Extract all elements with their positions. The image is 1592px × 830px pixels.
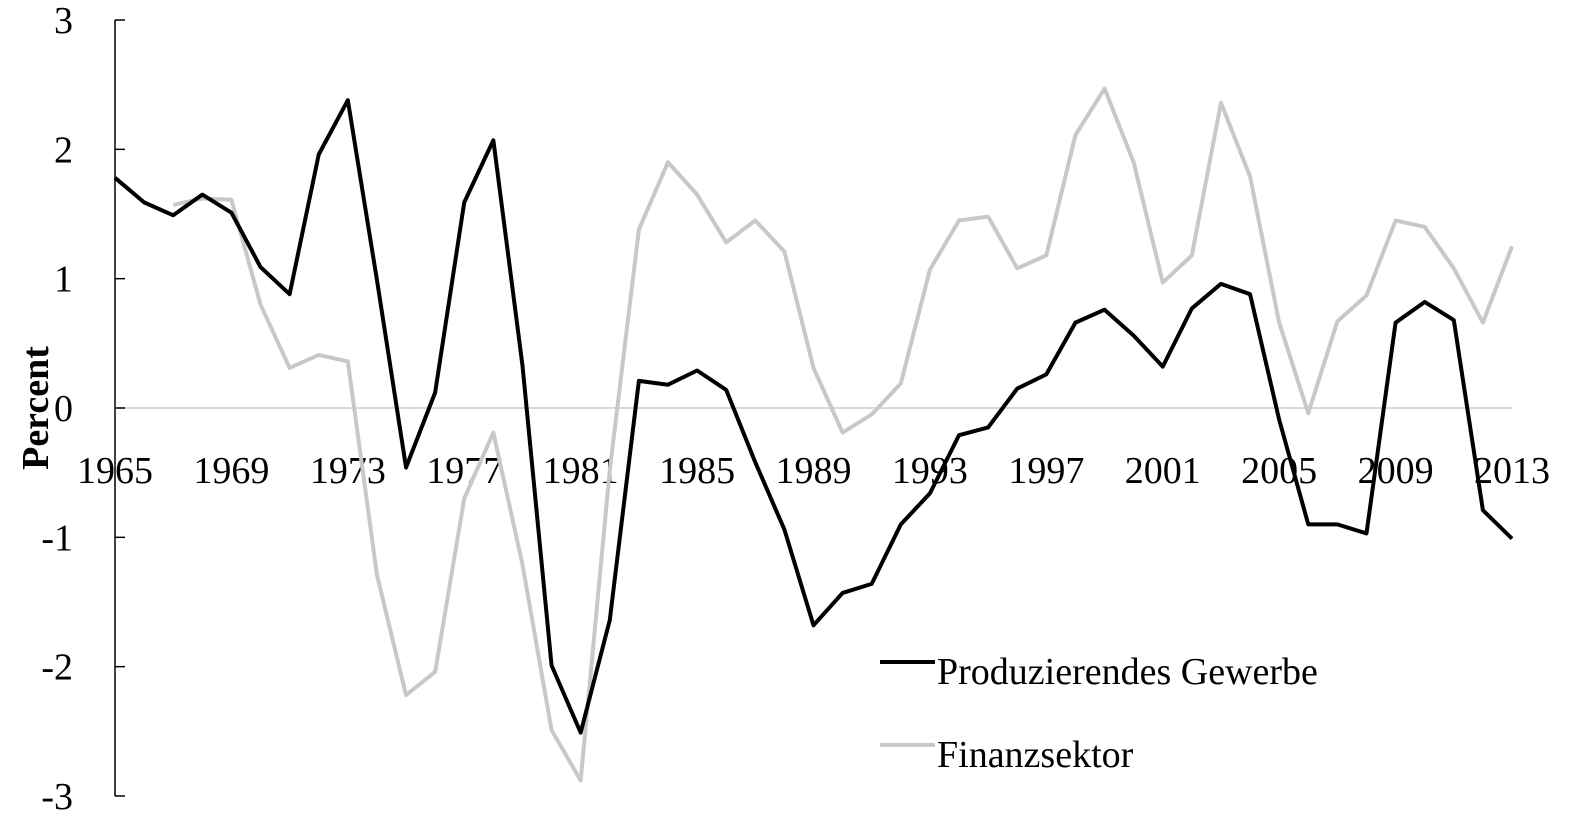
x-tick-label: 2009 [1358,450,1434,492]
x-tick-label: 1981 [543,450,619,492]
y-tick-label: -3 [41,776,73,818]
x-tick-label: 1965 [77,450,153,492]
y-tick-label: 0 [54,388,73,430]
y-tick-label: 3 [54,0,73,42]
y-tick-label: 2 [54,129,73,171]
y-tick-label: -1 [41,517,73,559]
x-tick-label: 1973 [310,450,386,492]
y-tick-label: 1 [54,259,73,301]
x-tick-label: 1989 [776,450,852,492]
x-tick-label: 2001 [1125,450,1201,492]
x-tick-label: 2013 [1474,450,1550,492]
x-tick-label: 1985 [659,450,735,492]
x-tick-label: 1977 [426,450,502,492]
x-tick-label: 2005 [1241,450,1317,492]
x-tick-label: 1997 [1008,450,1084,492]
series-line [113,98,1514,735]
legend-label: Finanzsektor [937,734,1134,776]
legend-label: Produzierendes Gewerbe [937,651,1318,693]
series-line [172,86,1514,783]
x-tick-label: 1969 [193,450,269,492]
y-tick-label: -2 [41,647,73,689]
y-axis-label: Percent [15,346,57,470]
x-tick-label: 1993 [892,450,968,492]
